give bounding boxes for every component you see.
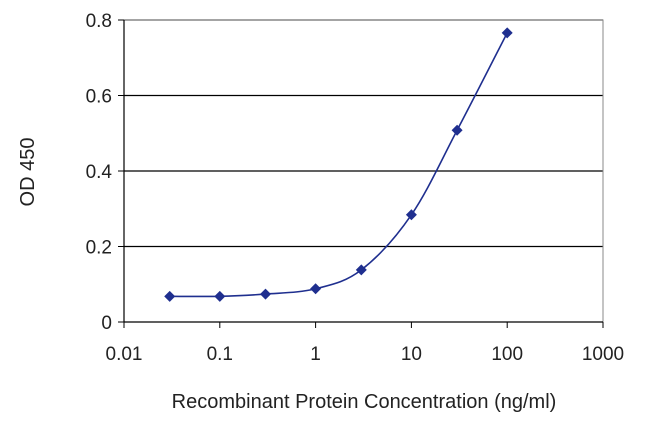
data-point-marker bbox=[405, 209, 417, 221]
series-line bbox=[169, 32, 508, 298]
plot-frame bbox=[118, 19, 604, 328]
data-point-marker bbox=[214, 290, 226, 302]
y-tick-label: 0.6 bbox=[86, 87, 112, 108]
data-point-marker bbox=[164, 290, 176, 302]
data-point-layer bbox=[164, 27, 513, 302]
data-point-marker bbox=[501, 27, 513, 39]
y-tick-label: 0.8 bbox=[86, 11, 112, 32]
y-tick-labels: 0 0.2 0.4 0.6 0.8 bbox=[86, 11, 113, 334]
x-tick-label: 1000 bbox=[582, 344, 624, 365]
x-tick-label: 0.01 bbox=[106, 344, 143, 365]
x-tick-label: 10 bbox=[401, 344, 422, 365]
data-point-marker bbox=[451, 124, 463, 136]
x-tick-label: 100 bbox=[491, 344, 523, 365]
data-point-marker bbox=[310, 283, 322, 295]
series-line-layer bbox=[169, 32, 508, 298]
x-tick-label: 1 bbox=[310, 344, 321, 365]
x-tick-labels: 0.01 0.1 1 10 100 1000 bbox=[106, 344, 625, 365]
x-tick-label: 0.1 bbox=[207, 344, 233, 365]
y-tick-label: 0 bbox=[101, 313, 112, 334]
grid-layer bbox=[124, 19, 603, 248]
x-axis-title: Recombinant Protein Concentration (ng/ml… bbox=[172, 391, 557, 413]
y-axis-title: OD 450 bbox=[17, 138, 39, 207]
data-point-marker bbox=[355, 264, 367, 276]
y-tick-label: 0.2 bbox=[86, 238, 112, 259]
data-point-marker bbox=[260, 288, 272, 300]
y-tick-label: 0.4 bbox=[86, 162, 113, 183]
